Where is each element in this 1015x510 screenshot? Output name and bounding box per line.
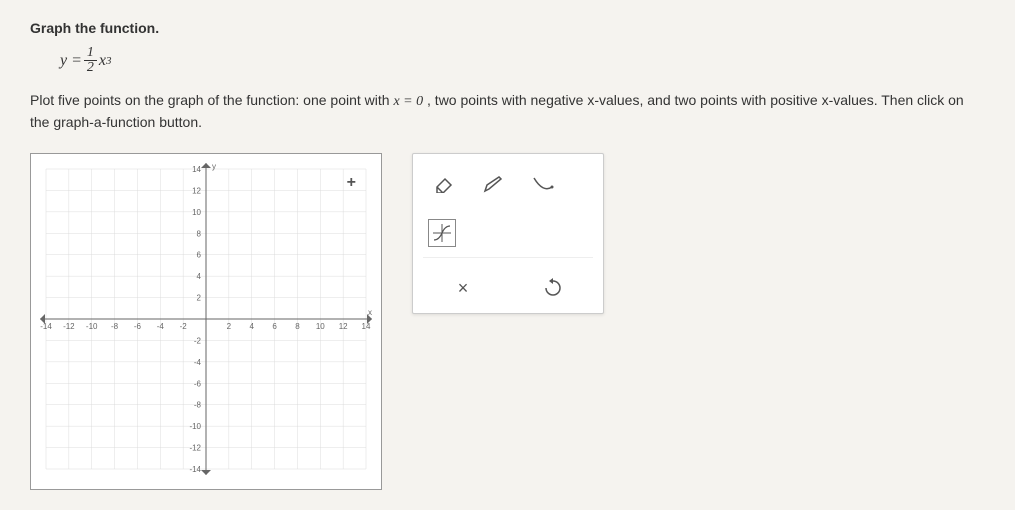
equation: y = 1 2 x3 — [60, 46, 985, 75]
sub-instruction: Plot five points on the graph of the fun… — [30, 90, 985, 133]
svg-text:-12: -12 — [63, 322, 75, 331]
svg-text:4: 4 — [197, 272, 202, 281]
graph-container[interactable]: -14 -12 -10 -8 -6 -4 -2 2 4 6 8 10 12 14 -14 -12 -10 -8 -6… — [30, 153, 382, 490]
svg-text:x: x — [368, 308, 372, 317]
svg-text:y: y — [212, 162, 216, 171]
toolbox: × — [412, 153, 604, 314]
tool-row-1 — [423, 164, 593, 214]
svg-text:-4: -4 — [157, 322, 165, 331]
fraction-numerator: 1 — [84, 46, 97, 61]
tool-row-2 — [423, 214, 593, 257]
curve-icon[interactable] — [528, 169, 558, 199]
main-instruction: Graph the function. — [30, 20, 985, 36]
graph-function-button[interactable] — [428, 219, 456, 247]
svg-text:6: 6 — [272, 322, 277, 331]
svg-text:-10: -10 — [189, 422, 201, 431]
svg-text:2: 2 — [197, 294, 202, 303]
fraction-denominator: 2 — [84, 61, 97, 75]
svg-text:6: 6 — [197, 251, 202, 260]
svg-text:10: 10 — [316, 322, 325, 331]
work-area: -14 -12 -10 -8 -6 -4 -2 2 4 6 8 10 12 14 -14 -12 -10 -8 -6… — [30, 153, 985, 490]
svg-text:8: 8 — [295, 322, 300, 331]
svg-text:-10: -10 — [86, 322, 98, 331]
sub-instruction-math: x = 0 — [393, 94, 423, 109]
coordinate-grid[interactable]: -14 -12 -10 -8 -6 -4 -2 2 4 6 8 10 12 14 -14 -12 -10 -8 -6… — [36, 159, 376, 479]
svg-text:-4: -4 — [194, 358, 202, 367]
svg-text:-6: -6 — [194, 379, 202, 388]
equation-lhs: y = — [60, 52, 82, 70]
close-button[interactable]: × — [448, 273, 478, 303]
pencil-icon[interactable] — [478, 169, 508, 199]
equation-var: x — [99, 52, 106, 70]
equation-exp: 3 — [106, 55, 112, 67]
svg-text:2: 2 — [227, 322, 232, 331]
svg-text:-12: -12 — [189, 444, 201, 453]
svg-text:-14: -14 — [40, 322, 52, 331]
svg-text:-2: -2 — [180, 322, 188, 331]
tool-row-3: × — [423, 257, 593, 303]
svg-text:-8: -8 — [111, 322, 119, 331]
svg-text:14: 14 — [362, 322, 371, 331]
svg-text:-8: -8 — [194, 401, 202, 410]
reset-button[interactable] — [538, 273, 568, 303]
svg-text:4: 4 — [249, 322, 254, 331]
sub-instruction-p1: Plot five points on the graph of the fun… — [30, 92, 393, 108]
svg-text:-2: -2 — [194, 336, 202, 345]
svg-text:-14: -14 — [189, 465, 201, 474]
svg-text:14: 14 — [192, 165, 201, 174]
svg-text:12: 12 — [192, 186, 201, 195]
eraser-icon[interactable] — [428, 169, 458, 199]
svg-text:-6: -6 — [134, 322, 142, 331]
svg-text:10: 10 — [192, 208, 201, 217]
crosshair-cursor[interactable]: + — [347, 174, 356, 192]
svg-text:8: 8 — [197, 229, 202, 238]
svg-text:12: 12 — [339, 322, 348, 331]
equation-fraction: 1 2 — [84, 46, 97, 75]
